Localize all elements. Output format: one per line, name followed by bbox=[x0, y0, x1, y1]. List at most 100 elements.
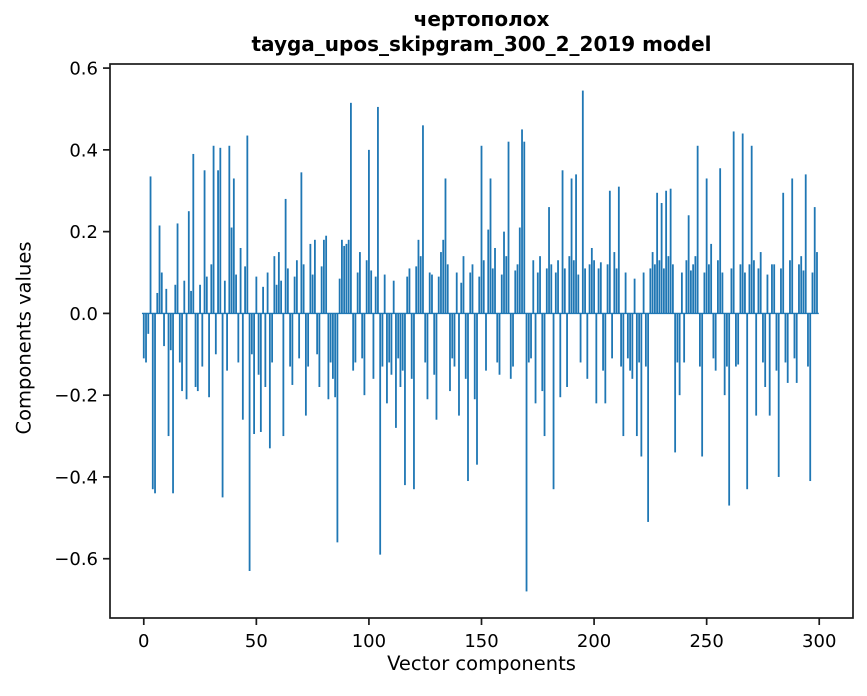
y-tick-label: −0.4 bbox=[54, 467, 98, 488]
bar bbox=[372, 313, 375, 379]
bar bbox=[350, 102, 352, 314]
bar bbox=[399, 313, 402, 387]
bar bbox=[750, 145, 753, 314]
bar bbox=[322, 239, 325, 314]
bar bbox=[680, 272, 683, 314]
bar bbox=[739, 264, 742, 314]
bar bbox=[719, 168, 722, 314]
bar bbox=[512, 313, 514, 367]
bar bbox=[559, 313, 562, 398]
bar bbox=[473, 313, 476, 400]
bar bbox=[334, 313, 337, 398]
bar bbox=[426, 313, 429, 400]
bar bbox=[226, 313, 228, 371]
bar bbox=[417, 239, 420, 314]
bar bbox=[471, 264, 474, 314]
bar bbox=[282, 313, 285, 437]
bar bbox=[813, 207, 816, 314]
bar bbox=[433, 313, 436, 375]
bar bbox=[581, 90, 584, 314]
bar bbox=[325, 235, 328, 314]
bar bbox=[800, 256, 803, 314]
bar bbox=[248, 313, 251, 571]
bar bbox=[782, 192, 785, 314]
bar bbox=[696, 145, 699, 314]
bar bbox=[246, 135, 249, 314]
bar bbox=[791, 178, 794, 314]
bar bbox=[437, 276, 440, 314]
bar bbox=[496, 313, 499, 363]
bar bbox=[741, 133, 744, 314]
bar bbox=[196, 313, 199, 392]
bar bbox=[210, 264, 213, 314]
bar bbox=[566, 313, 568, 387]
bar bbox=[775, 313, 778, 371]
bar bbox=[532, 260, 535, 314]
bar bbox=[440, 252, 442, 314]
bar bbox=[789, 260, 791, 314]
bar bbox=[728, 313, 731, 506]
bar bbox=[221, 313, 224, 498]
bar bbox=[241, 313, 244, 420]
bar bbox=[413, 313, 415, 490]
bar bbox=[613, 252, 616, 314]
bar bbox=[262, 286, 264, 314]
bar bbox=[311, 274, 314, 314]
bar bbox=[521, 129, 523, 314]
bar bbox=[259, 313, 262, 432]
bar bbox=[523, 141, 526, 314]
bar bbox=[291, 313, 294, 385]
bar bbox=[550, 264, 553, 314]
bar bbox=[359, 252, 361, 314]
bar bbox=[708, 264, 710, 314]
bar bbox=[235, 274, 237, 314]
bar bbox=[561, 170, 564, 314]
bar bbox=[631, 313, 634, 379]
bar bbox=[608, 190, 611, 314]
bar bbox=[536, 272, 539, 314]
bar bbox=[300, 172, 303, 314]
bar bbox=[395, 313, 397, 428]
bar bbox=[214, 313, 217, 355]
bar bbox=[753, 260, 755, 314]
bar bbox=[755, 313, 758, 416]
bar bbox=[217, 170, 219, 314]
bar bbox=[548, 207, 550, 314]
bar bbox=[397, 313, 400, 359]
bar bbox=[341, 239, 343, 314]
bar bbox=[744, 272, 746, 314]
bar bbox=[491, 268, 494, 314]
bar bbox=[647, 313, 650, 522]
bar bbox=[795, 313, 798, 383]
bar bbox=[514, 270, 517, 314]
bar bbox=[167, 313, 170, 437]
bar bbox=[622, 313, 625, 437]
bar bbox=[793, 313, 796, 359]
bar bbox=[694, 256, 697, 314]
x-axis-ticks: 0 50 100 150 200 250 300 bbox=[138, 618, 836, 652]
bar bbox=[370, 270, 373, 314]
bar bbox=[527, 313, 530, 363]
bar bbox=[701, 313, 704, 457]
bar bbox=[590, 247, 593, 314]
bar bbox=[190, 290, 192, 314]
bar bbox=[541, 313, 544, 392]
bar bbox=[710, 243, 713, 314]
bar bbox=[194, 313, 197, 387]
bar bbox=[554, 272, 557, 314]
bar bbox=[593, 260, 595, 314]
bar bbox=[786, 313, 789, 383]
bar bbox=[428, 272, 431, 314]
x-tick-label: 50 bbox=[245, 631, 268, 652]
bar bbox=[737, 313, 740, 365]
bar bbox=[633, 278, 636, 314]
bar bbox=[602, 313, 604, 371]
bar bbox=[642, 272, 645, 314]
bar bbox=[253, 313, 255, 435]
bar bbox=[606, 264, 609, 314]
bar bbox=[208, 313, 210, 398]
bar bbox=[599, 262, 602, 314]
bar bbox=[345, 243, 348, 314]
bar bbox=[374, 276, 377, 314]
